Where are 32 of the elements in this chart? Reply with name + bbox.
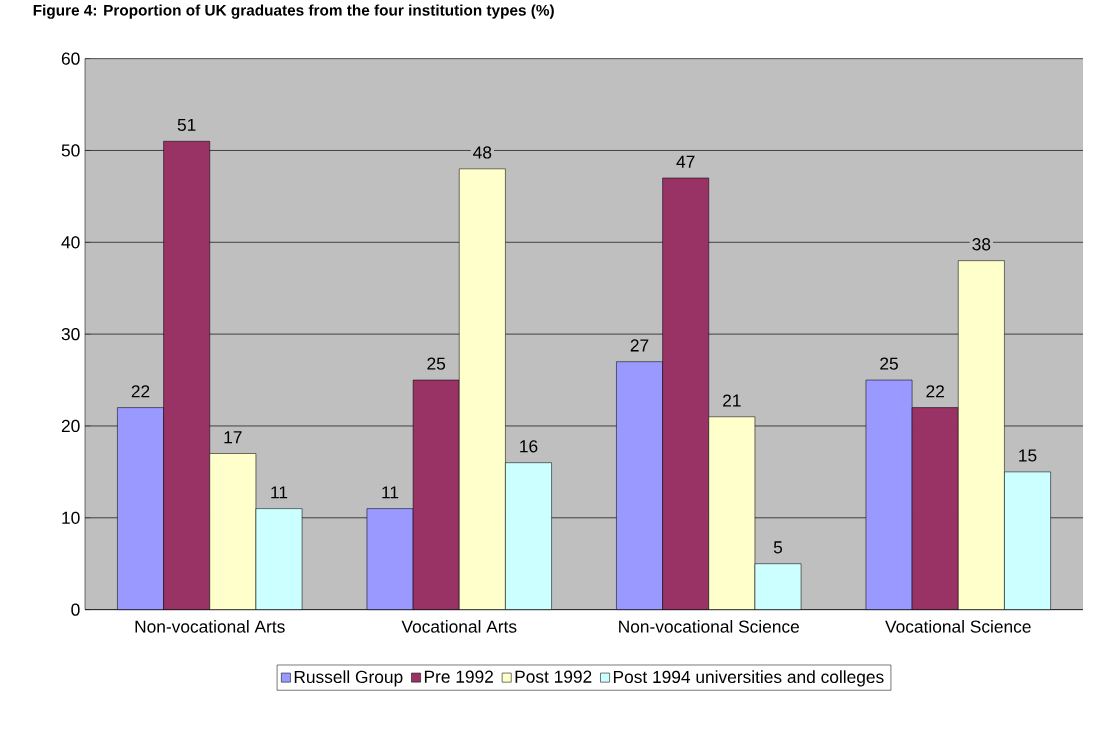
- data-label: 11: [271, 486, 288, 499]
- x-tick-label: Non-vocational Science: [619, 620, 799, 633]
- data-label: 11: [382, 486, 399, 499]
- data-label: 21: [723, 394, 741, 407]
- data-label: 27: [630, 339, 649, 352]
- legend-label: Pre 1992: [424, 670, 493, 684]
- data-label: 16: [520, 440, 538, 453]
- legend-label: Post 1992: [515, 670, 592, 684]
- data-label: 5: [773, 541, 783, 554]
- data-label: 15: [1019, 449, 1037, 462]
- chart-title: Figure 4: Proportion of UK graduates from the four institution types (%): [33, 4, 554, 19]
- data-label: 51: [177, 119, 196, 132]
- data-label: 17: [224, 431, 242, 444]
- data-label: 25: [427, 357, 446, 370]
- legend-label: Russell Group: [294, 670, 403, 687]
- legend-label: Post 1994 universities and colleges: [613, 670, 884, 687]
- y-tick-label: 60: [61, 52, 80, 65]
- x-tick-label: Vocational Science: [885, 620, 1031, 633]
- y-tick-label: 50: [61, 144, 80, 157]
- data-label: 25: [880, 357, 898, 370]
- data-label: 22: [926, 385, 944, 398]
- y-tick-label: 10: [62, 511, 80, 525]
- y-tick-label: 30: [61, 328, 80, 341]
- data-label: 47: [676, 156, 695, 168]
- x-tick-label: Non-vocational Arts: [135, 620, 285, 633]
- y-tick-label: 20: [61, 420, 80, 433]
- y-tick-label: 0: [71, 603, 80, 616]
- data-label: 22: [131, 385, 150, 398]
- x-tick-label: Vocational Arts: [401, 620, 517, 633]
- data-label: 48: [473, 146, 492, 159]
- data-label: 38: [972, 238, 991, 251]
- y-tick-label: 40: [61, 236, 80, 249]
